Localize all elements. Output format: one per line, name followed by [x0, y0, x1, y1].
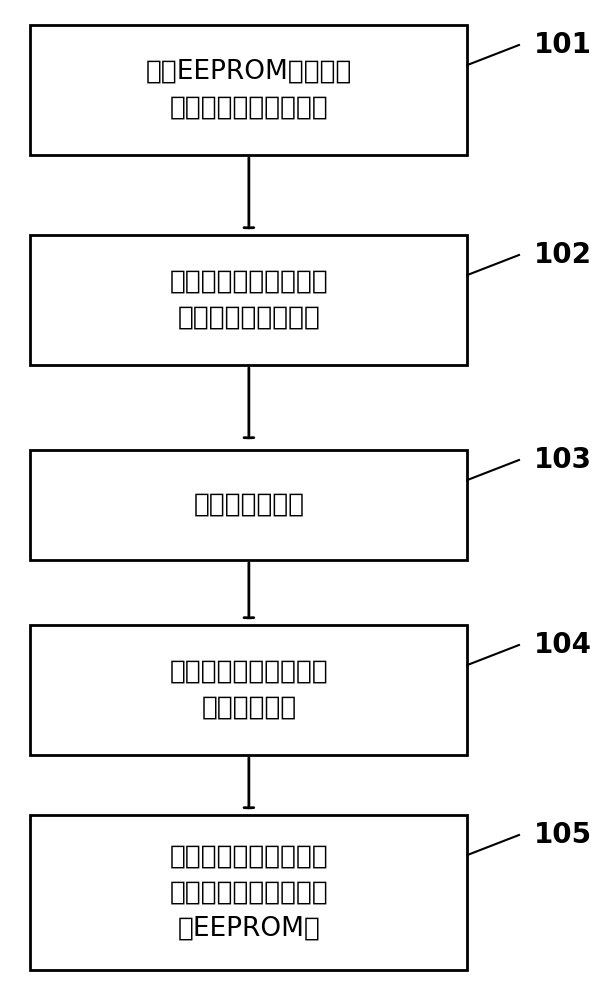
Bar — [30, 25, 467, 155]
Text: 103: 103 — [534, 446, 592, 474]
Text: 105: 105 — [534, 821, 592, 849]
Text: 计算本次驾驶循环的行
驶里程及消耗的电能: 计算本次驾驶循环的行 驶里程及消耗的电能 — [169, 269, 328, 331]
Text: 读取EEPROM中存储的
续驶里程初始值并显示: 读取EEPROM中存储的 续驶里程初始值并显示 — [146, 59, 352, 121]
Bar — [30, 815, 467, 970]
Bar — [30, 235, 467, 365]
Text: 计算平均能耗值: 计算平均能耗值 — [193, 492, 305, 518]
Text: 下电前将计算得到的续
驶里程及平均能耗存储
至EEPROM中: 下电前将计算得到的续 驶里程及平均能耗存储 至EEPROM中 — [169, 844, 328, 942]
Text: 104: 104 — [534, 631, 592, 659]
Bar — [30, 450, 467, 560]
Text: 101: 101 — [534, 31, 592, 59]
Text: 获取电池剩余电量计算
车辆续驶里程: 获取电池剩余电量计算 车辆续驶里程 — [169, 659, 328, 721]
Text: 102: 102 — [534, 241, 592, 269]
Bar — [30, 625, 467, 755]
